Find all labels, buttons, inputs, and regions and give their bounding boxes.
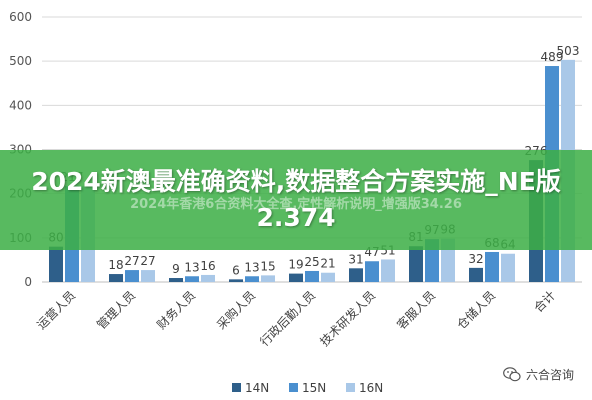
- bar-15N: [185, 276, 199, 282]
- bar-15N: [305, 270, 319, 282]
- bar-16N: [321, 272, 335, 282]
- data-label: 31: [348, 252, 363, 266]
- bar-16N: [381, 259, 395, 282]
- bar-16N: [501, 253, 515, 282]
- data-label: 13: [184, 260, 199, 274]
- watermark-text: 六合咨询: [525, 367, 574, 382]
- y-tick-label: 0: [24, 275, 32, 289]
- bar-14N: [49, 246, 63, 282]
- data-label: 6: [232, 263, 240, 277]
- watermark: 六合咨询: [503, 364, 574, 384]
- category-label: 财务人员: [154, 288, 199, 333]
- bar-14N: [469, 267, 483, 282]
- category-label: 管理人员: [94, 288, 139, 333]
- y-tick-label: 400: [9, 98, 32, 112]
- y-tick-label: 500: [9, 54, 32, 68]
- legend-label-15N: 15N: [302, 381, 326, 395]
- bar-16N: [261, 275, 275, 282]
- category-label: 技术研发人员: [317, 288, 379, 350]
- y-tick-label: 600: [9, 10, 32, 24]
- category-label: 运营人员: [34, 288, 78, 332]
- bar-14N: [289, 273, 303, 282]
- category-label: 采购人员: [214, 288, 259, 333]
- bar-16N: [201, 274, 215, 282]
- data-label: 27: [140, 254, 155, 268]
- legend-swatch-15N: [289, 383, 298, 392]
- legend-swatch-16N: [346, 383, 355, 392]
- bar-14N: [169, 278, 183, 282]
- data-label: 25: [304, 255, 319, 269]
- category-label: 合计: [531, 288, 559, 316]
- legend-swatch-14N: [232, 383, 241, 392]
- data-label: 13: [244, 260, 259, 274]
- bar-14N: [349, 268, 363, 282]
- overlay-banner: 2024年香港6合资料大全查,定性解析说明_增强版34.26 2024新澳最准确…: [0, 150, 592, 250]
- bar-14N: [229, 279, 243, 282]
- banner-shadow-text: 2024年香港6合资料大全查,定性解析说明_增强版34.26: [130, 197, 462, 212]
- wechat-icon: [503, 366, 521, 381]
- data-label: 32: [468, 252, 483, 266]
- bar-15N: [245, 276, 259, 282]
- data-label: 15: [260, 259, 275, 273]
- bar-15N: [485, 251, 499, 282]
- bar-16N: [141, 270, 155, 282]
- legend-label-16N: 16N: [359, 381, 383, 395]
- data-label: 9: [172, 262, 180, 276]
- bar-14N: [409, 246, 423, 282]
- category-labels: 运营人员 管理人员 财务人员 采购人员 行政后勤人员 技术研发人员 客服人员 仓储人员 合计: [34, 288, 558, 350]
- category-label: 客服人员: [394, 288, 439, 333]
- banner-title: 2024新澳最准确资料,数据整合方案实施_NE版2.374: [31, 167, 561, 232]
- category-label: 行政后勤人员: [257, 288, 318, 349]
- legend-label-14N: 14N: [245, 381, 269, 395]
- data-label: 19: [288, 258, 303, 272]
- data-label: 27: [124, 254, 139, 268]
- category-label: 仓储人员: [454, 288, 499, 333]
- data-label: 18: [108, 258, 123, 272]
- bar-14N: [109, 274, 123, 282]
- data-label: 489: [541, 50, 564, 64]
- data-label: 21: [320, 257, 335, 271]
- bar-15N: [365, 261, 379, 282]
- legend: 14N 15N 16N: [232, 381, 383, 395]
- bar-15N: [125, 270, 139, 282]
- data-label: 503: [557, 44, 580, 58]
- data-label: 16: [200, 259, 215, 273]
